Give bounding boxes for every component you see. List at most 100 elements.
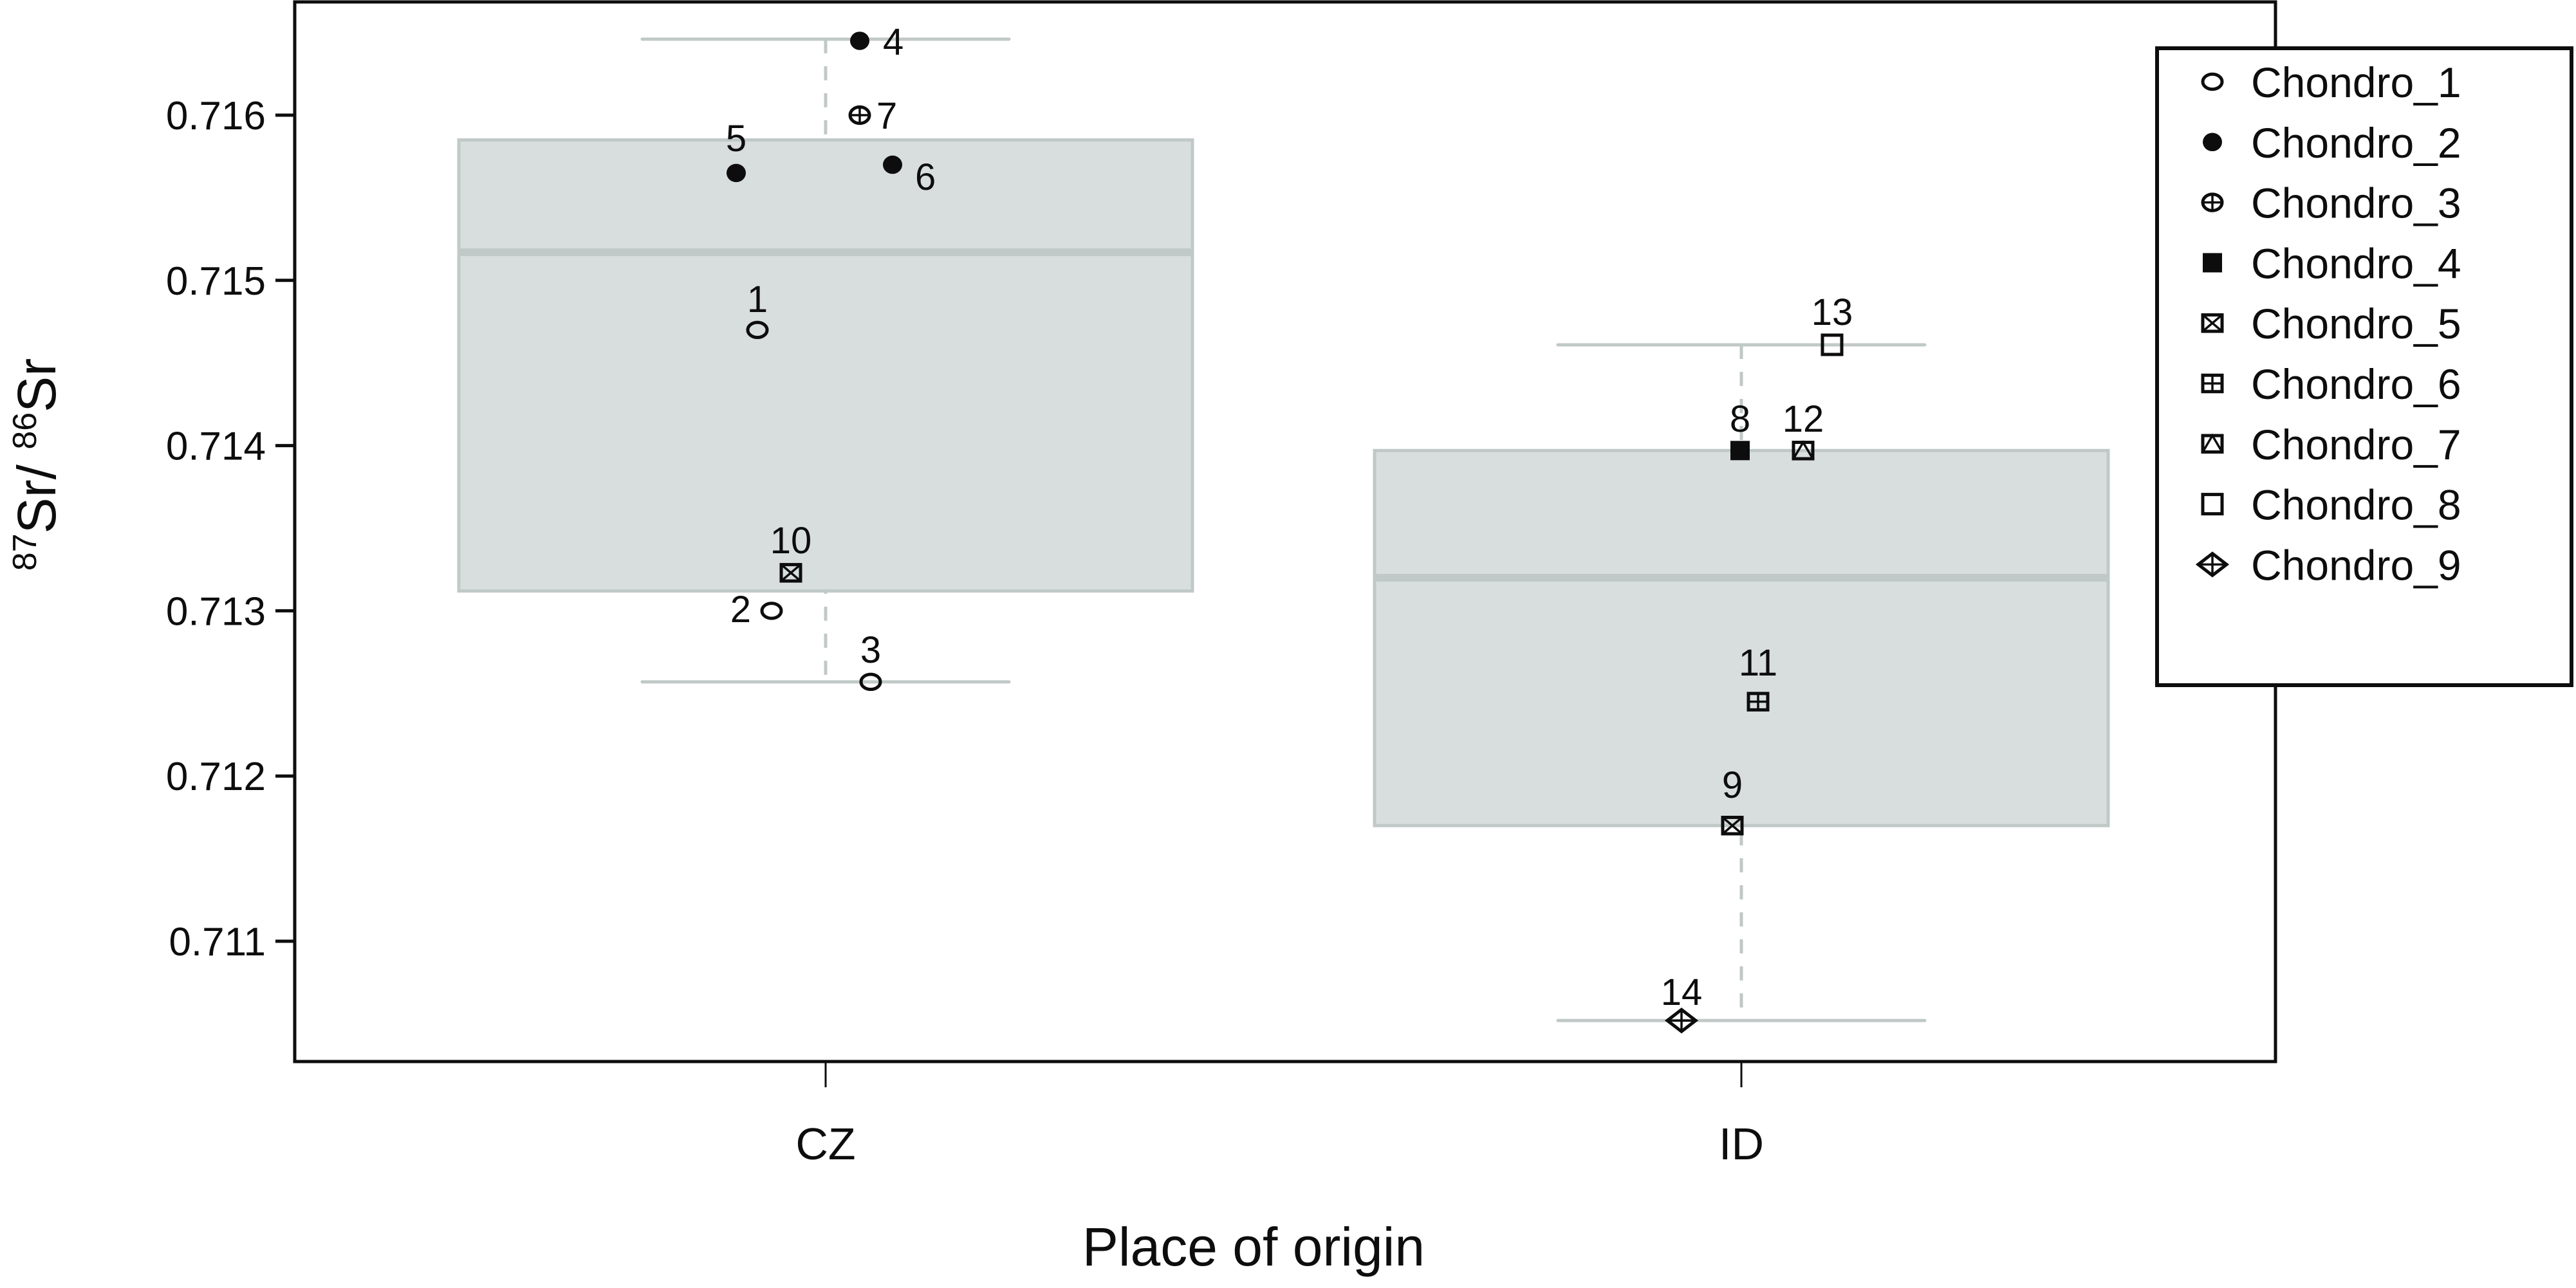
iqr-box <box>1373 448 2110 827</box>
filled-circle-icon <box>727 163 746 183</box>
y-tick-label: 0.711 <box>169 920 266 964</box>
filled-circle-icon <box>883 155 902 174</box>
circle-shape <box>2203 133 2222 152</box>
triangle-shape <box>1792 440 1814 459</box>
point-label: 9 <box>1722 764 1743 806</box>
open-circle-icon <box>2201 72 2224 91</box>
square-x-icon <box>779 563 802 583</box>
open-square-icon <box>1821 333 1844 356</box>
open-circle-icon <box>746 320 769 340</box>
diamond-plus-icon <box>1664 1007 1699 1034</box>
point-label: 4 <box>883 21 903 63</box>
data-point-6: 6 <box>883 155 936 198</box>
point-label: 11 <box>1739 642 1777 684</box>
legend-item-chondro_7: Chondro_7 <box>2201 421 2461 468</box>
circle-shape <box>850 32 869 50</box>
axes: 0.711 0.712 0.713 0.714 0.715 0.716 CZ ID <box>166 0 2277 1169</box>
data-point-11: 11 <box>1739 642 1777 712</box>
circle-shape <box>883 155 902 174</box>
point-label: 14 <box>1661 971 1703 1013</box>
point-label: 10 <box>770 520 812 562</box>
data-point-2: 2 <box>730 589 783 630</box>
legend: Chondro_1 Chondro_2 Chondro_3 Chondro_4 Chon… <box>2155 46 2573 687</box>
square-shape <box>1721 815 1744 836</box>
square-shape <box>779 563 802 583</box>
x-line-2 <box>780 564 802 582</box>
open-circle-icon <box>859 672 882 692</box>
filled-square-icon <box>2203 253 2222 273</box>
point-label: 1 <box>747 279 768 320</box>
legend-label: Chondro_7 <box>2251 421 2461 468</box>
point-label: 13 <box>1812 291 1853 333</box>
iqr-box <box>457 138 1194 593</box>
filled-circle-icon <box>2203 133 2222 152</box>
axis-titles: Place of origin 87Sr/ 86Sr <box>6 358 1425 1277</box>
circle-shape <box>746 320 769 340</box>
legend-box <box>2155 46 2573 687</box>
legend-item-chondro_1: Chondro_1 <box>2201 59 2461 106</box>
open-square-icon <box>2201 493 2224 516</box>
y-title-sup1: 87 <box>6 533 44 571</box>
legend-label: Chondro_3 <box>2251 179 2461 227</box>
plot-area <box>457 37 2110 1022</box>
circle-plus-icon <box>848 105 871 125</box>
data-point-3: 3 <box>859 629 882 692</box>
circle-shape <box>727 163 746 183</box>
y-title-sup2: 86 <box>6 412 44 450</box>
circle-plus-icon <box>2201 192 2224 212</box>
point-label: 2 <box>730 589 751 630</box>
open-circle-icon <box>760 602 783 620</box>
circle-shape <box>2201 72 2224 91</box>
x-axis-title: Place of origin <box>1082 1217 1425 1277</box>
diamond-plus-icon <box>2195 551 2230 578</box>
data-point-9: 9 <box>1721 764 1744 836</box>
legend-item-chondro_3: Chondro_3 <box>2201 179 2461 227</box>
data-point-1: 1 <box>746 279 769 340</box>
box-cz <box>457 37 1194 684</box>
legend-item-chondro_8: Chondro_8 <box>2201 481 2461 529</box>
data-point-8: 8 <box>1730 398 1750 461</box>
legend-item-chondro_9: Chondro_9 <box>2195 541 2461 589</box>
data-point-4: 4 <box>850 21 903 63</box>
y-axis-title: 87Sr/ 86Sr <box>6 358 67 571</box>
y-tick-label: 0.714 <box>166 425 266 469</box>
square-shape <box>2201 313 2224 333</box>
point-label: 12 <box>1783 398 1824 440</box>
legend-label: Chondro_4 <box>2251 239 2461 287</box>
square-shape <box>2201 493 2224 516</box>
square-shape <box>1730 441 1750 461</box>
square-triangle-icon <box>1792 440 1815 461</box>
point-label: 7 <box>876 95 897 137</box>
data-point-14: 14 <box>1661 971 1703 1034</box>
point-label: 5 <box>726 118 746 160</box>
square-x-icon <box>2201 313 2224 333</box>
legend-item-chondro_2: Chondro_2 <box>2203 119 2461 167</box>
x-tick-label-cz: CZ <box>795 1119 855 1169</box>
box-id <box>1373 343 2110 1022</box>
legend-label: Chondro_5 <box>2251 300 2461 347</box>
square-shape <box>1821 333 1844 356</box>
square-plus-icon <box>1747 692 1770 712</box>
legend-label: Chondro_2 <box>2251 119 2461 167</box>
circle-shape <box>859 672 882 692</box>
data-point-5: 5 <box>726 118 746 183</box>
y-tick-label: 0.712 <box>166 755 266 799</box>
data-point-13: 13 <box>1812 291 1853 356</box>
x-line-2 <box>1721 816 1743 835</box>
legend-item-chondro_4: Chondro_4 <box>2203 239 2461 287</box>
triangle-shape <box>2201 433 2223 453</box>
y-tick-label: 0.715 <box>166 259 266 304</box>
x-line-2 <box>2201 314 2223 333</box>
square-shape <box>2203 253 2222 273</box>
legend-item-chondro_6: Chondro_6 <box>2201 360 2461 408</box>
filled-square-icon <box>1730 441 1750 461</box>
point-label: 3 <box>860 629 881 671</box>
y-title-base2: Sr <box>6 358 67 412</box>
x-tick-label-id: ID <box>1719 1119 1764 1169</box>
data-point-12: 12 <box>1783 398 1824 461</box>
square-plus-icon <box>2201 373 2224 394</box>
y-title-base1: Sr/ <box>6 450 67 534</box>
legend-label: Chondro_1 <box>2251 59 2461 106</box>
